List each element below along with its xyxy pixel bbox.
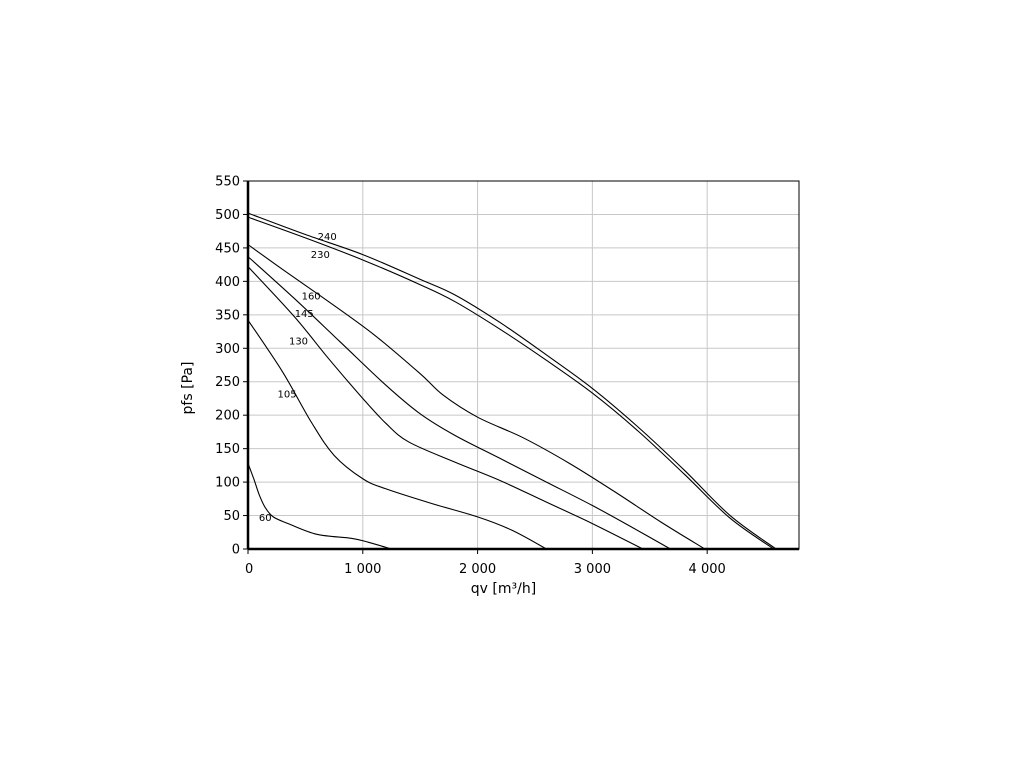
y-tick-label: 500 <box>215 208 240 223</box>
curve-label-145: 145 <box>295 309 314 320</box>
series-line-105 <box>247 319 547 550</box>
y-tick-label: 450 <box>215 241 240 256</box>
series-line-60 <box>247 463 392 550</box>
y-tick-label: 200 <box>215 409 240 424</box>
curve-label-230: 230 <box>311 250 330 261</box>
series-group <box>247 212 777 550</box>
series-line-145 <box>247 256 671 550</box>
series-line-130 <box>247 266 644 550</box>
y-tick-label: 350 <box>215 308 240 323</box>
y-tick-label: 250 <box>215 375 240 390</box>
series-line-240 <box>247 212 777 550</box>
x-tick-label: 3 000 <box>574 562 611 577</box>
x-axis-ticks: 0 1 000 2 000 3 000 4 000 <box>245 549 726 577</box>
curve-label-130: 130 <box>289 336 308 347</box>
y-tick-label: 100 <box>215 476 240 491</box>
y-tick-label: 550 <box>215 175 240 190</box>
x-tick-label: 4 000 <box>689 562 726 577</box>
x-tick-label: 2 000 <box>459 562 496 577</box>
curve-labels: 240 230 160 145 130 105 60 <box>259 232 337 524</box>
y-tick-label: 150 <box>215 442 240 457</box>
y-axis-ticks: 0 50 100 150 200 250 300 350 400 450 500 550 <box>215 175 248 558</box>
x-tick-label: 1 000 <box>344 562 381 577</box>
y-tick-label: 0 <box>232 543 240 558</box>
curve-label-105: 105 <box>277 389 296 400</box>
y-tick-label: 400 <box>215 275 240 290</box>
x-axis-label: qv [m³/h] <box>471 581 536 597</box>
y-tick-label: 50 <box>223 509 240 524</box>
series-line-160 <box>247 244 706 550</box>
x-tick-label: 0 <box>245 562 253 577</box>
curve-label-240: 240 <box>318 232 337 243</box>
curve-label-160: 160 <box>302 292 321 303</box>
series-line-230 <box>247 216 775 550</box>
curve-label-60: 60 <box>259 513 272 524</box>
y-tick-label: 300 <box>215 342 240 357</box>
y-axis-label: pfs [Pa] <box>180 362 196 415</box>
